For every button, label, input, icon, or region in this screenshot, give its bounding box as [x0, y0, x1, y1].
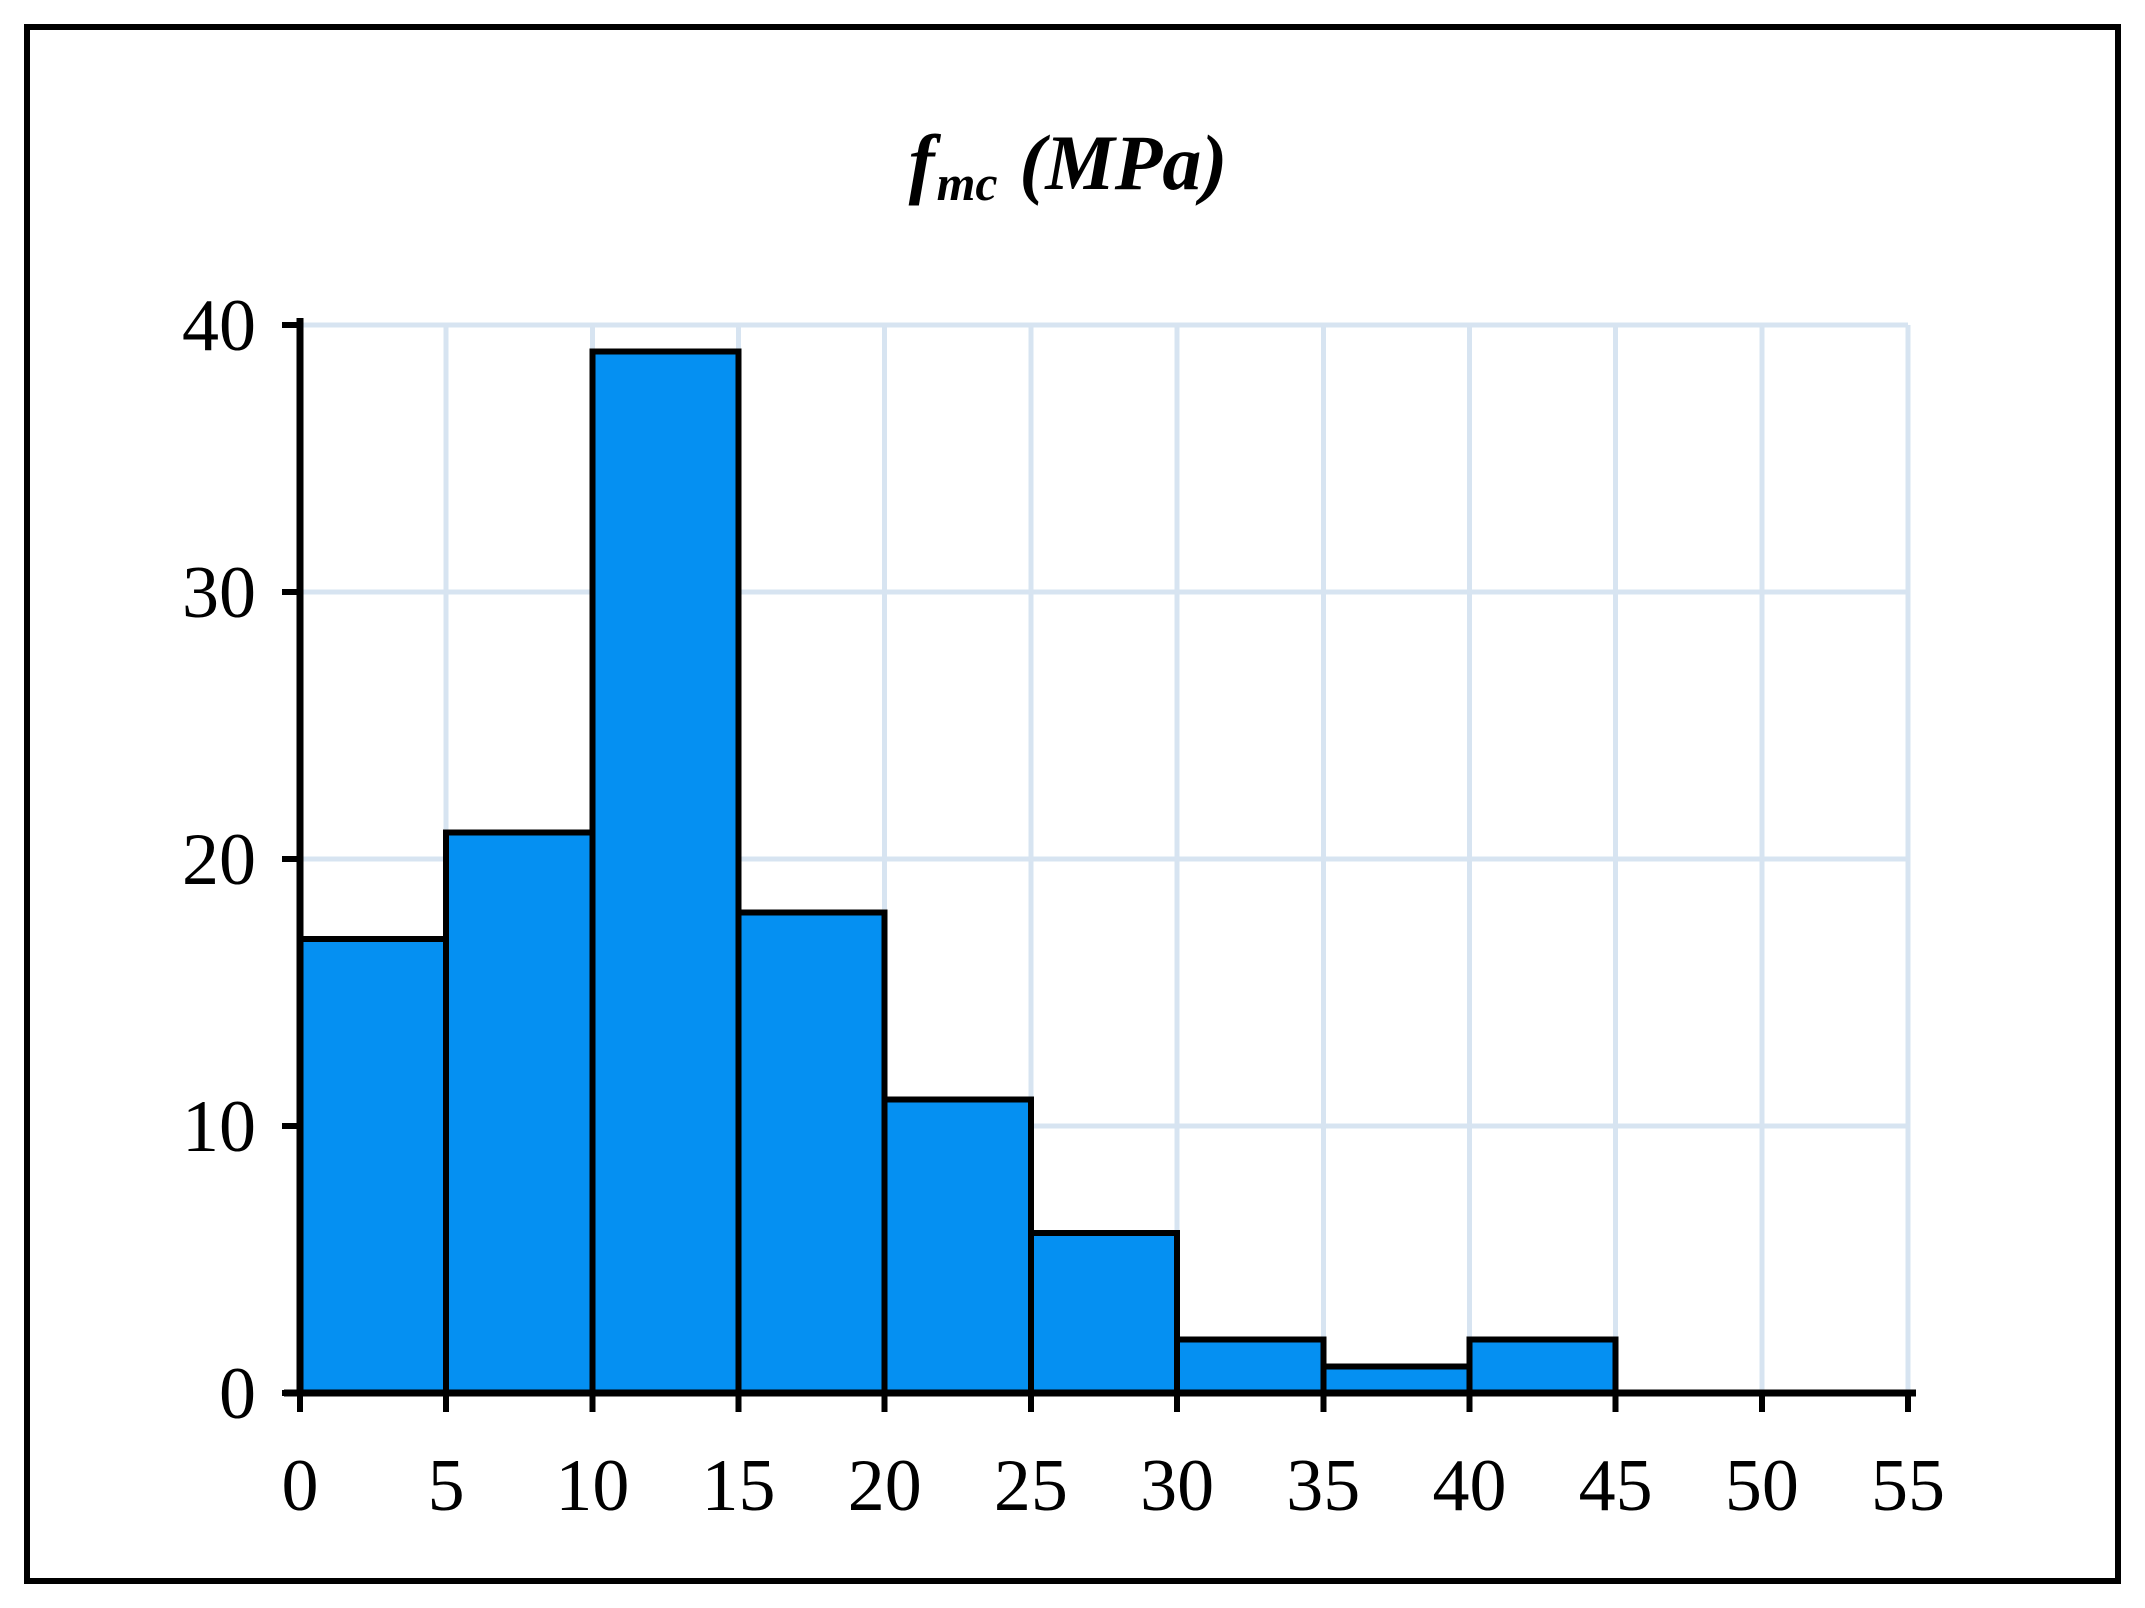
- x-tick-label: 25: [994, 1445, 1068, 1527]
- x-tick-label: 15: [702, 1445, 776, 1527]
- x-tick-label: 40: [1432, 1445, 1506, 1527]
- title-unit: (MPa): [1019, 119, 1228, 206]
- x-tick-label: 55: [1871, 1445, 1945, 1527]
- histogram-bar: [1174, 1336, 1327, 1396]
- histogram-bar: [1320, 1363, 1473, 1397]
- histogram-bar: [1466, 1336, 1619, 1396]
- y-tick-label: 40: [182, 285, 256, 367]
- histogram-bar: [735, 909, 888, 1397]
- x-tick-label: 20: [848, 1445, 922, 1527]
- x-tick-label: 35: [1286, 1445, 1360, 1527]
- x-tick-label: 0: [282, 1445, 319, 1527]
- x-tick-label: 50: [1725, 1445, 1799, 1527]
- x-tick-label: 5: [428, 1445, 465, 1527]
- histogram-bar: [881, 1096, 1034, 1397]
- x-tick-label: 10: [555, 1445, 629, 1527]
- y-tick-label: 30: [182, 552, 256, 634]
- y-tick-label: 10: [182, 1086, 256, 1168]
- y-tick-label: 0: [219, 1353, 256, 1435]
- histogram-bar: [443, 829, 596, 1396]
- title-subscript: mc: [936, 155, 998, 211]
- title-symbol: f: [908, 119, 935, 206]
- y-tick-label: 20: [182, 819, 256, 901]
- histogram-bar: [1027, 1229, 1181, 1397]
- chart-title: fmc (MPa): [908, 118, 1228, 211]
- x-tick-label: 45: [1579, 1445, 1653, 1527]
- x-tick-label: 30: [1140, 1445, 1214, 1527]
- histogram-bar: [297, 936, 450, 1396]
- histogram-bar: [589, 348, 742, 1397]
